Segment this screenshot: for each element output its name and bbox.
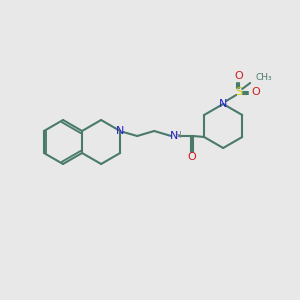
Text: H: H — [174, 130, 181, 140]
Text: CH₃: CH₃ — [255, 74, 272, 82]
Text: O: O — [235, 71, 244, 81]
Text: N: N — [219, 99, 227, 109]
Text: S: S — [236, 87, 243, 97]
Text: N: N — [116, 126, 124, 136]
Text: N: N — [170, 131, 178, 141]
Text: O: O — [252, 87, 260, 97]
Text: O: O — [188, 152, 197, 162]
